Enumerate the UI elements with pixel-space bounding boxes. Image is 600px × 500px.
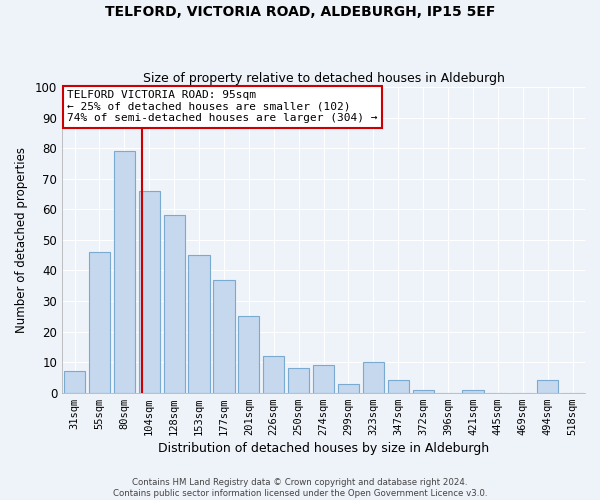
Text: Contains HM Land Registry data © Crown copyright and database right 2024.
Contai: Contains HM Land Registry data © Crown c… xyxy=(113,478,487,498)
Text: TELFORD VICTORIA ROAD: 95sqm
← 25% of detached houses are smaller (102)
74% of s: TELFORD VICTORIA ROAD: 95sqm ← 25% of de… xyxy=(67,90,378,124)
Title: Size of property relative to detached houses in Aldeburgh: Size of property relative to detached ho… xyxy=(143,72,505,85)
Bar xyxy=(238,316,259,392)
Bar xyxy=(188,255,209,392)
X-axis label: Distribution of detached houses by size in Aldeburgh: Distribution of detached houses by size … xyxy=(158,442,489,455)
Bar xyxy=(288,368,309,392)
Bar xyxy=(363,362,384,392)
Bar xyxy=(89,252,110,392)
Text: TELFORD, VICTORIA ROAD, ALDEBURGH, IP15 5EF: TELFORD, VICTORIA ROAD, ALDEBURGH, IP15 … xyxy=(105,5,495,19)
Bar xyxy=(313,365,334,392)
Y-axis label: Number of detached properties: Number of detached properties xyxy=(15,147,28,333)
Bar xyxy=(388,380,409,392)
Bar xyxy=(263,356,284,393)
Bar xyxy=(463,390,484,392)
Bar xyxy=(139,191,160,392)
Bar xyxy=(413,390,434,392)
Bar xyxy=(214,280,235,392)
Bar xyxy=(64,372,85,392)
Bar xyxy=(338,384,359,392)
Bar xyxy=(537,380,558,392)
Bar xyxy=(164,216,185,392)
Bar xyxy=(114,151,135,392)
